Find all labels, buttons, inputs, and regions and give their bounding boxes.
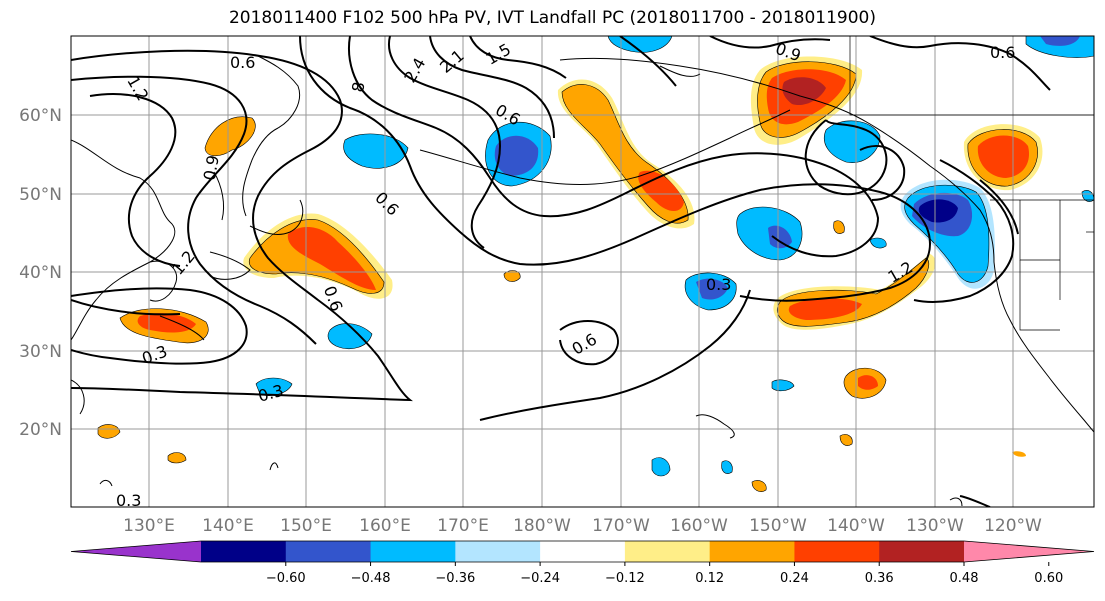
colorbar-tick-label: −0.48 [351,571,391,586]
colorbar-tick-label: 0.60 [1034,571,1063,586]
contour-label: 0.3 [116,491,141,510]
colorbar-swatch [794,541,880,562]
map-frame [70,35,1095,508]
colorbar-swatch [879,541,965,562]
colorbar-swatch [201,541,287,562]
lon-label: 130°W [906,516,964,536]
colorbar-extension-low [71,541,201,562]
lon-label: 140°W [827,516,885,536]
lon-label: 170°E [437,516,489,536]
lon-label: 130°E [123,516,175,536]
colorbar-swatch [455,541,541,562]
longitude-labels: 130°E 140°E 150°E 160°E 170°E 180°W 170°… [123,516,1042,536]
colorbar-tick-label: −0.60 [266,571,306,586]
map-plot-area: 0.6 1.2 0.9 1.2 8 2.4 2.1 1.5 0.6 0.6 0.… [71,36,1094,510]
colorbar-swatch [709,541,795,562]
colorbar-tick-label: 0.12 [695,571,724,586]
lat-label: 60°N [19,106,62,126]
lat-label: 40°N [19,263,62,283]
lon-label: 160°E [359,516,411,536]
lon-label: 170°W [592,516,650,536]
contour-label: 0.6 [990,43,1015,62]
colorbar-tick-label: 0.48 [950,571,979,586]
colorbar-swatch [624,541,711,562]
colorbar-tick-label: 0.24 [780,571,809,586]
colorbar: −0.60 −0.48 −0.36 −0.24 −0.12 0.12 0.24 0.36 0.4… [70,540,1095,586]
colorbar-swatch [370,541,456,562]
contour-label: 0.6 [230,53,255,72]
lat-label: 20°N [19,420,62,440]
political-borders [849,36,1094,331]
colorbar-tick-label: −0.12 [605,571,645,586]
latitude-labels: 60°N 50°N 40°N 30°N 20°N [19,106,62,440]
colorbar-swatch [540,541,626,562]
lat-label: 50°N [19,185,62,205]
lon-label: 140°E [202,516,254,536]
lon-label: 150°W [749,516,807,536]
map-title: 2018011400 F102 500 hPa PV, IVT Landfall… [228,8,876,28]
colorbar-tick-label: −0.36 [435,571,475,586]
pv-contours [71,36,1051,507]
colorbar-tick-label: 0.36 [865,571,894,586]
colorbar-extension-high [964,541,1094,562]
colorbar-outline [70,540,1095,563]
colorbar-tick-label: −0.24 [520,571,560,586]
lon-label: 180°W [513,516,571,536]
lon-label: 120°W [984,516,1042,536]
contour-label: 8 [348,80,368,93]
gridlines [71,36,1094,507]
shading-layer [97,36,1094,492]
lon-label: 150°E [280,516,332,536]
lon-label: 160°W [670,516,728,536]
lat-label: 30°N [19,342,62,362]
coastlines [71,55,1094,507]
contour-label: 0.9 [200,154,223,182]
contour-label: 0.3 [706,275,731,294]
colorbar-swatch [285,541,372,562]
